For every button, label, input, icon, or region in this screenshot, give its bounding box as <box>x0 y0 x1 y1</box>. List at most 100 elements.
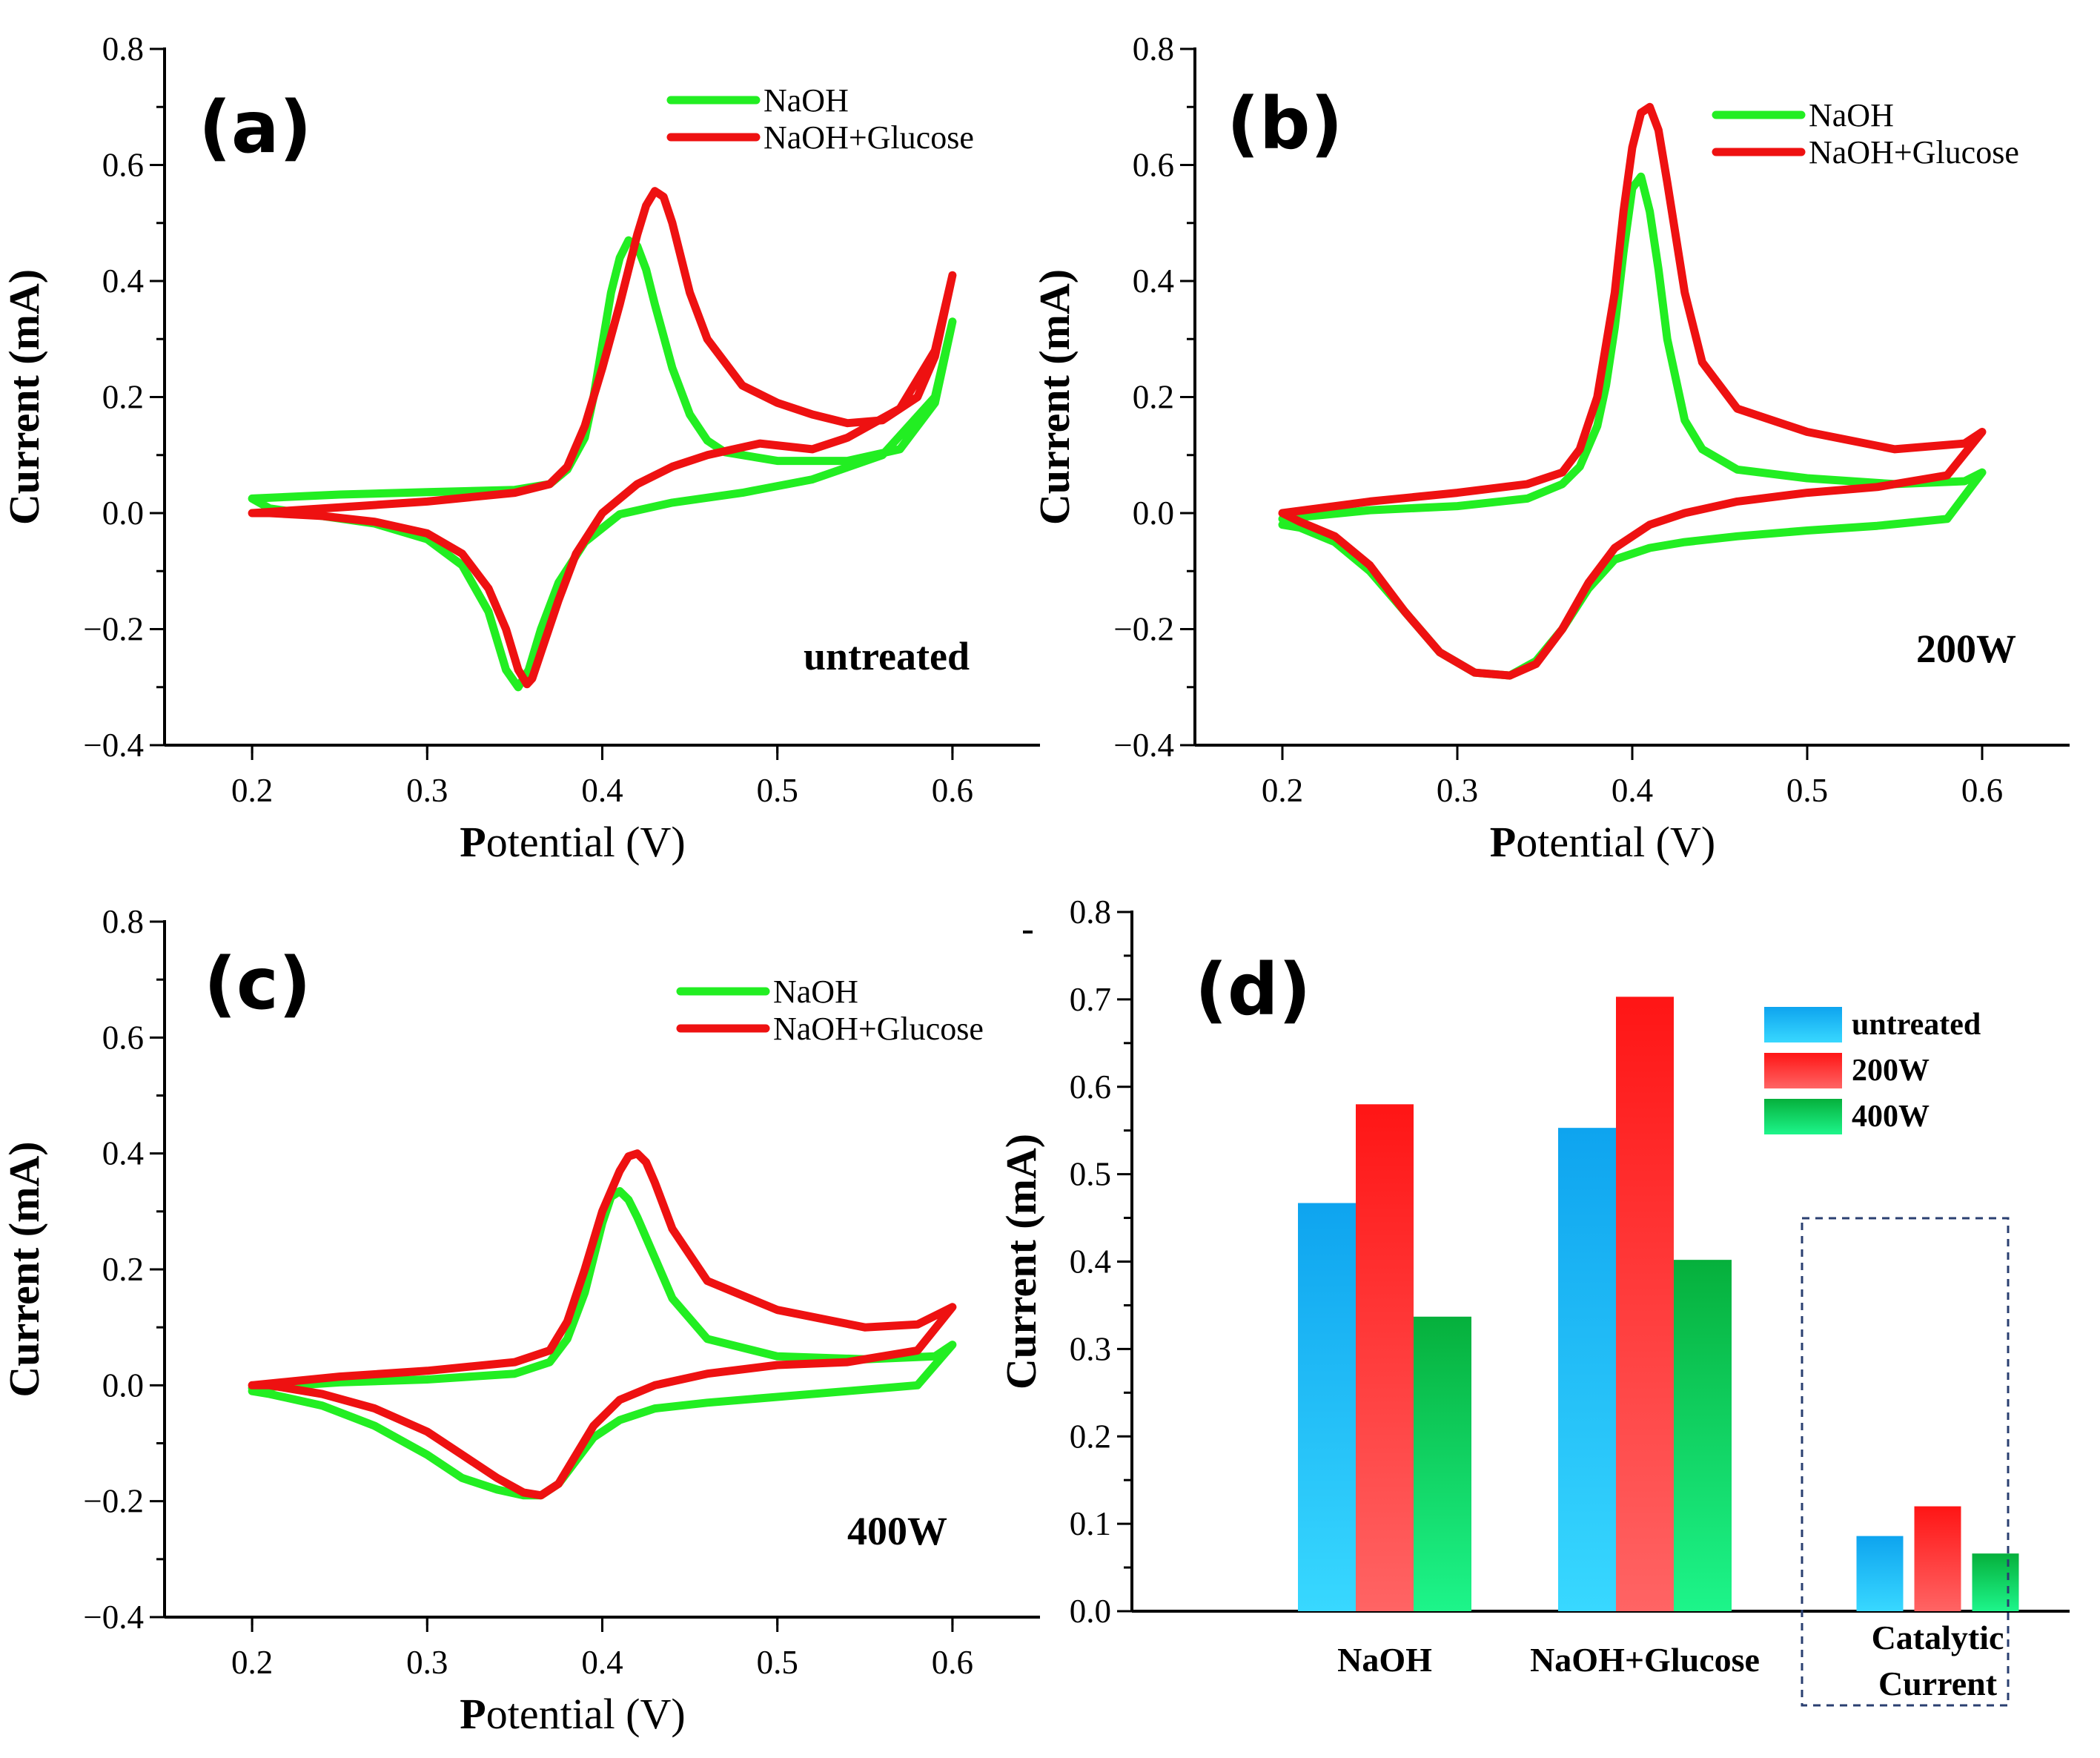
y-tick-label: 0.8 <box>102 30 144 67</box>
legend-swatch <box>1764 1099 1842 1134</box>
panel-annotation: 400W <box>847 1509 947 1553</box>
legend-swatch <box>1764 1007 1842 1042</box>
y-tick-label: −0.2 <box>83 611 144 648</box>
x-tick-label: 0.5 <box>757 772 798 809</box>
legend-swatch <box>1764 1053 1842 1088</box>
y-tick-label: 0.1 <box>1070 1505 1111 1542</box>
panel-tag: (d) <box>1195 948 1311 1031</box>
series-line-naoh <box>248 1187 957 1500</box>
legend-label: NaOH+Glucose <box>764 119 974 156</box>
x-tick-label: 0.6 <box>932 772 973 809</box>
y-tick-label: 0.8 <box>1070 893 1111 931</box>
y-tick-label: 0.6 <box>1133 147 1174 184</box>
bar-400w-naoh-glucose <box>1674 1260 1732 1611</box>
x-axis-label: Potential (V) <box>460 1690 685 1738</box>
x-tick-label: 0.3 <box>1437 772 1478 809</box>
y-tick-label: −0.2 <box>1113 611 1174 648</box>
y-tick-label: 0.2 <box>1070 1418 1111 1455</box>
bar-400w-naoh <box>1414 1316 1471 1611</box>
bar-200w-naoh <box>1356 1104 1414 1611</box>
y-tick-label: 0.2 <box>1133 379 1174 416</box>
y-tick-label: 0.8 <box>1133 30 1174 67</box>
legend-label: 200W <box>1852 1054 1930 1088</box>
y-tick-label: 0.6 <box>102 1019 144 1056</box>
x-axis-label: Potential (V) <box>1490 818 1715 866</box>
bar-200w-catalytic <box>1914 1506 1961 1611</box>
y-tick-label: 0.6 <box>102 147 144 184</box>
cv-panel-c: 0.2 0.3 0.4 0.5 0.6 −0.4 −0.2 0.0 0.2 0.4 0.6 0.8 Po… <box>0 903 1040 1738</box>
series-line-naoh <box>1278 172 1987 680</box>
y-tick-label: −0.2 <box>83 1483 144 1520</box>
legend-label: NaOH+Glucose <box>1809 134 2019 171</box>
y-tick-label: 0.7 <box>1070 981 1111 1018</box>
cv-panel-b: 0.2 0.3 0.4 0.5 0.6 −0.4 −0.2 0.0 0.2 0.4 0.6 0.8 Po… <box>1030 30 2070 866</box>
x-tick-label: 0.3 <box>406 772 448 809</box>
legend-label: untreated <box>1852 1008 1981 1042</box>
bar-200w-naoh-glucose <box>1616 997 1674 1611</box>
legend-label: NaOH <box>764 82 849 119</box>
category-label: NaOH+Glucose <box>1530 1641 1760 1679</box>
bar-panel-d: 0.0 0.1 0.2 0.3 0.4 0.5 0.6 0.7 0.8 Current (mA) N… <box>997 893 2070 1707</box>
legend: untreated 200W 400W <box>1764 1007 1981 1134</box>
x-tick-label: 0.6 <box>932 1644 973 1681</box>
legend-label: NaOH <box>1809 97 1894 133</box>
bar-untreated-naoh-glucose <box>1558 1128 1616 1611</box>
y-axis-label: Current (mA) <box>0 269 48 525</box>
legend-label: NaOH <box>773 974 858 1010</box>
stray-mark <box>1023 931 1033 933</box>
y-tick-label: 0.0 <box>102 495 144 532</box>
y-tick-label: 0.5 <box>1070 1156 1111 1193</box>
x-tick-label: 0.5 <box>757 1644 798 1681</box>
x-tick-label: 0.4 <box>581 772 623 809</box>
legend-label: 400W <box>1852 1100 1930 1134</box>
y-tick-label: 0.4 <box>1070 1243 1111 1281</box>
series-line-naoh <box>248 236 957 692</box>
y-tick-label: 0.8 <box>102 903 144 940</box>
series-line-naoh-glucose <box>248 1149 957 1500</box>
y-tick-label: 0.0 <box>1070 1593 1111 1630</box>
y-tick-label: −0.4 <box>1113 727 1174 764</box>
panel-annotation: untreated <box>804 634 970 678</box>
x-tick-label: 0.2 <box>231 772 273 809</box>
bar-untreated-naoh <box>1298 1203 1356 1611</box>
panel-tag: (b) <box>1227 82 1342 165</box>
y-tick-label: 0.0 <box>1133 495 1174 532</box>
y-axis-label: Current (mA) <box>1030 269 1079 525</box>
bar-untreated-catalytic <box>1856 1536 1904 1611</box>
y-tick-label: 0.2 <box>102 379 144 416</box>
y-tick-label: 0.4 <box>102 1135 144 1172</box>
x-tick-label: 0.2 <box>231 1644 273 1681</box>
x-tick-label: 0.5 <box>1786 772 1828 809</box>
x-tick-label: 0.6 <box>1961 772 2003 809</box>
series-line-naoh-glucose <box>248 187 957 689</box>
category-label: Current <box>1878 1665 1998 1702</box>
y-tick-label: 0.4 <box>1133 262 1174 300</box>
series-line-naoh-glucose <box>1278 102 1987 680</box>
cv-panel-a: 0.2 0.3 0.4 0.5 0.6 −0.4 −0.2 0.0 0.2 0.4 0.6 0.8 Po… <box>0 30 1040 866</box>
category-label: NaOH <box>1337 1641 1432 1679</box>
y-tick-label: 0.3 <box>1070 1330 1111 1367</box>
y-axis-label: Current (mA) <box>997 1134 1045 1389</box>
y-tick-label: 0.2 <box>102 1251 144 1288</box>
x-tick-label: 0.3 <box>406 1644 448 1681</box>
panel-annotation: 200W <box>1916 627 2016 671</box>
bar-400w-catalytic <box>1972 1553 2019 1611</box>
y-tick-label: −0.4 <box>83 1599 144 1636</box>
x-tick-label: 0.2 <box>1262 772 1303 809</box>
y-tick-label: 0.0 <box>102 1367 144 1404</box>
y-tick-label: 0.4 <box>102 262 144 300</box>
x-tick-label: 0.4 <box>581 1644 623 1681</box>
y-tick-label: −0.4 <box>83 727 144 764</box>
x-axis-label: Potential (V) <box>460 818 685 866</box>
legend-label: NaOH+Glucose <box>773 1011 984 1047</box>
panel-tag: (a) <box>199 86 312 169</box>
category-label: Catalytic <box>1872 1619 2004 1656</box>
panel-tag: (c) <box>204 942 311 1025</box>
x-tick-label: 0.4 <box>1612 772 1653 809</box>
y-axis-label: Current (mA) <box>0 1141 48 1397</box>
y-tick-label: 0.6 <box>1070 1068 1111 1106</box>
